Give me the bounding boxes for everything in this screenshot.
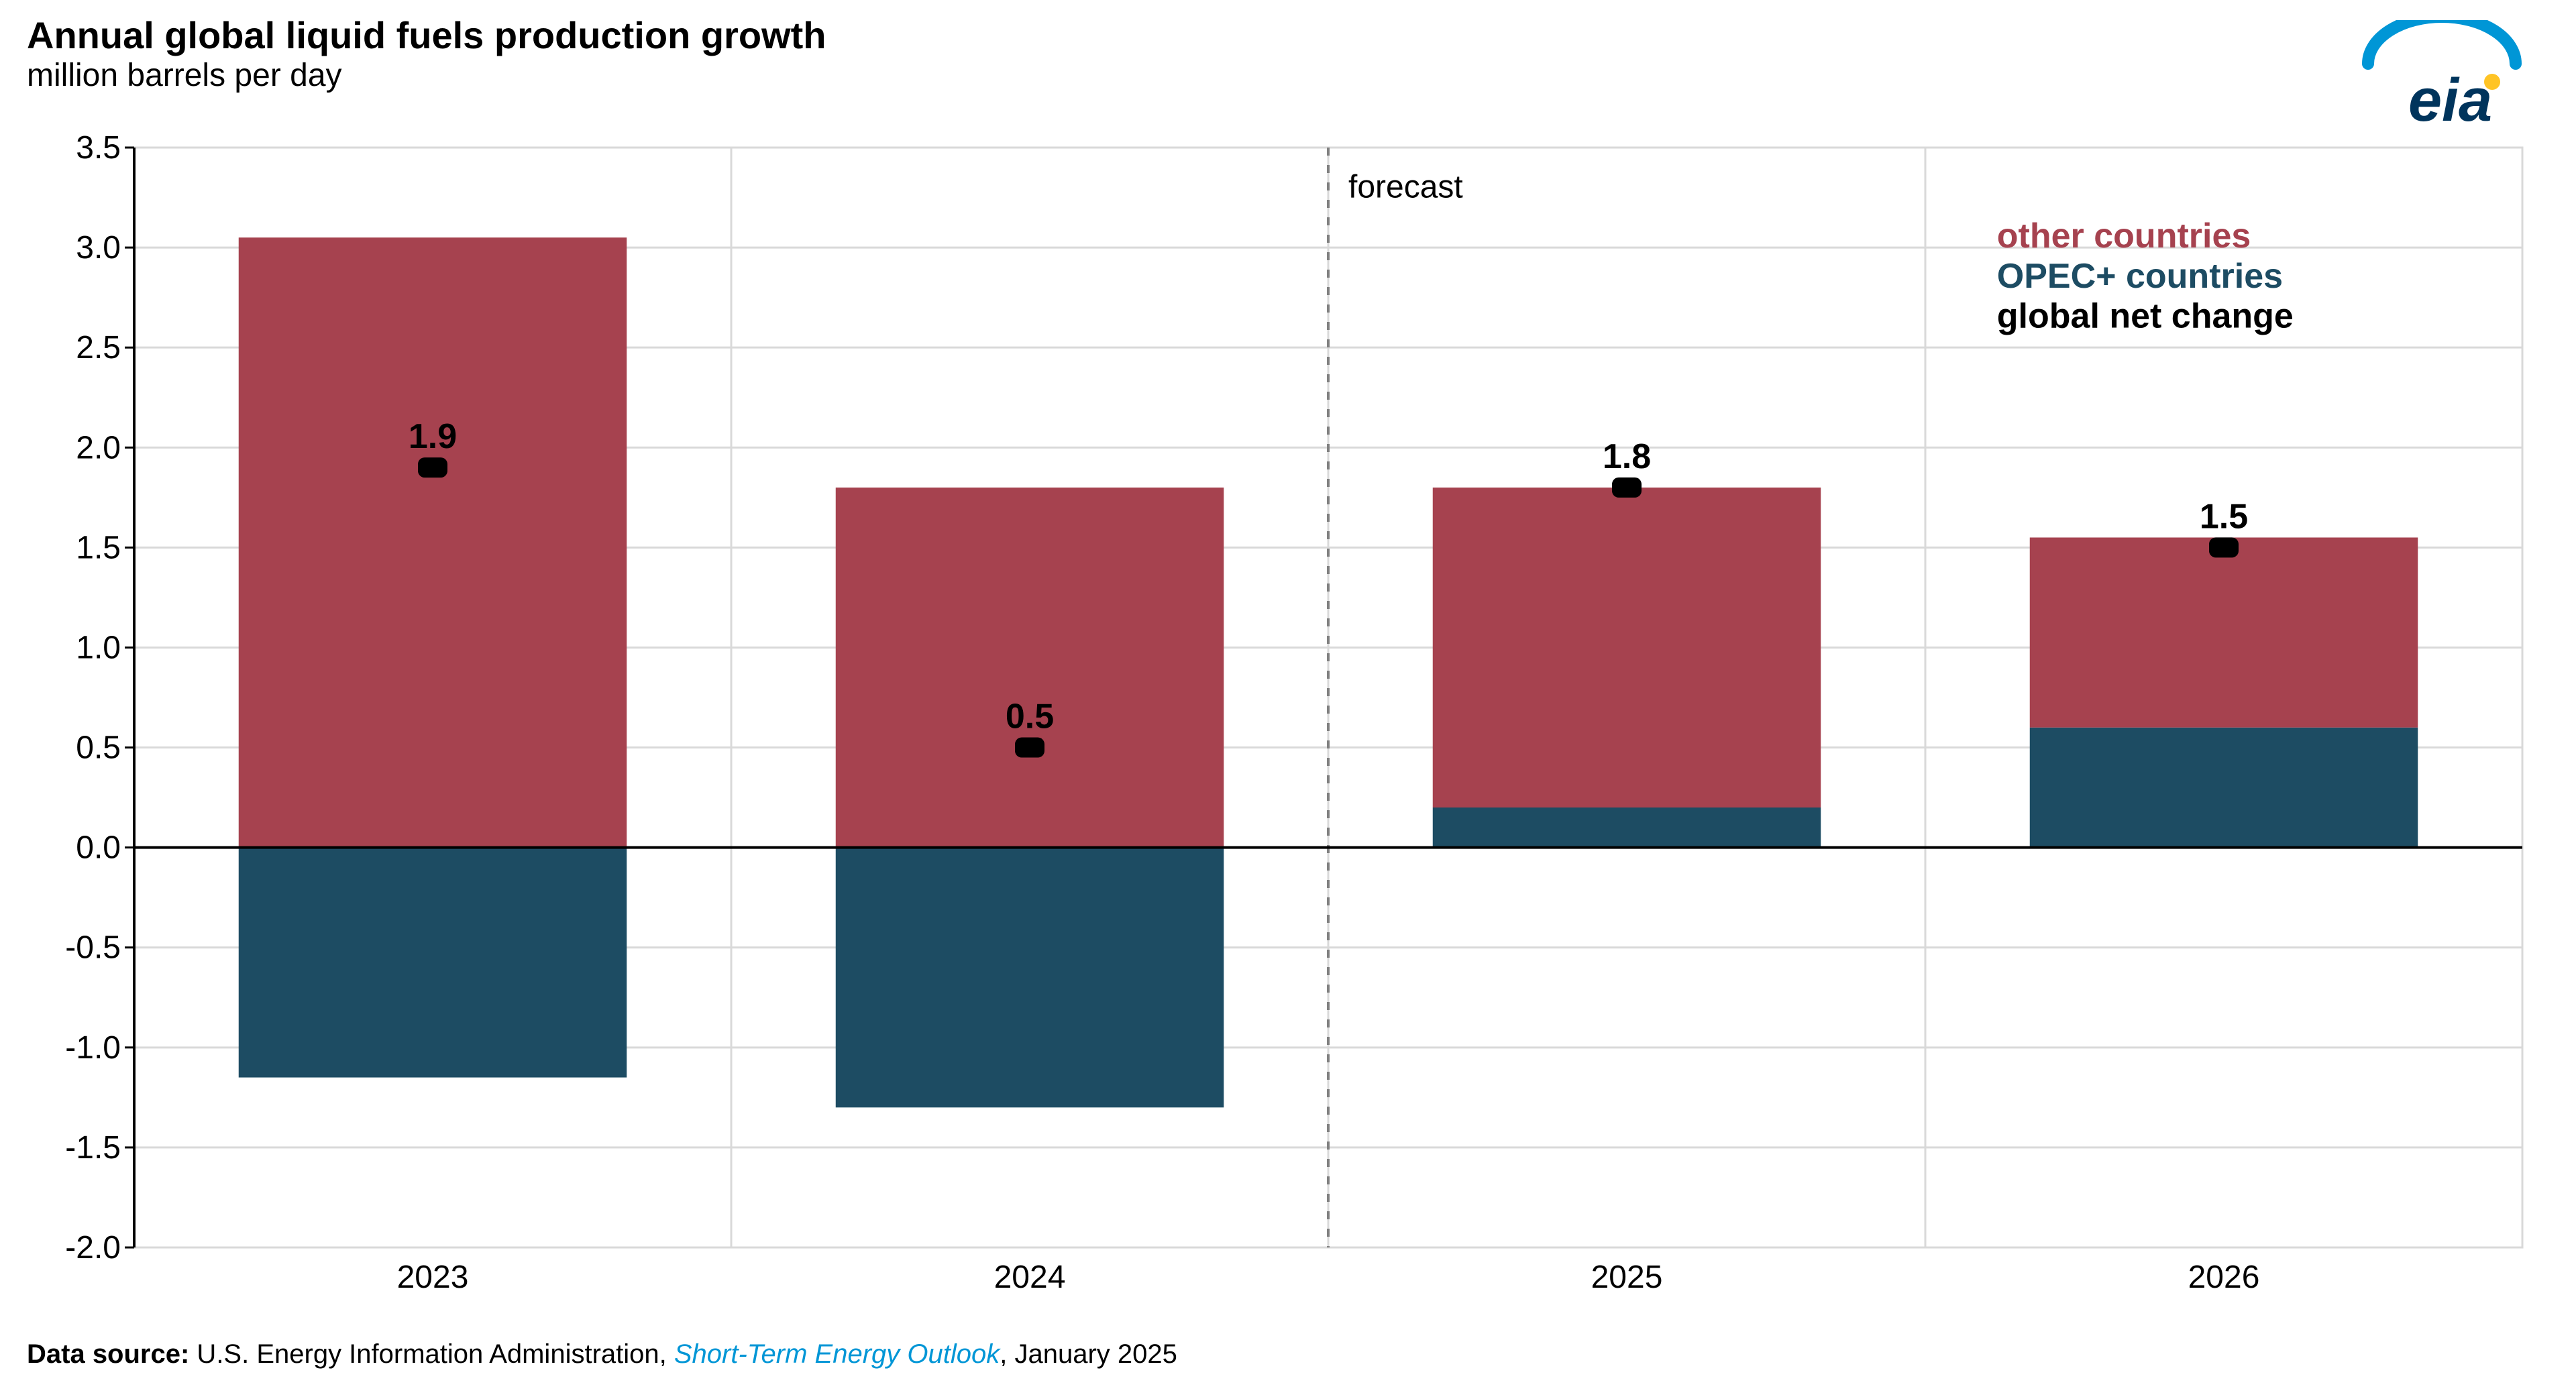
y-tick-label: 0.5	[76, 730, 121, 766]
y-tick-label: 3.0	[76, 230, 121, 266]
bar-chart: forecast 3.5 3.0 2.5 2.0 1.5 1.0 0.5 0.0 -0.5 -1.0…	[0, 0, 2576, 1390]
net-value-label: 1.8	[1603, 437, 1651, 476]
x-tick-label: 2023	[397, 1260, 469, 1295]
y-tick-label: -2.0	[65, 1230, 121, 1266]
footer-label: Data source:	[27, 1339, 189, 1369]
legend-item: other countries	[1997, 217, 2251, 256]
forecast-label: forecast	[1348, 170, 1463, 205]
bar-other	[1433, 488, 1821, 807]
net-value-label: 1.9	[409, 417, 457, 456]
bar-other	[2030, 537, 2418, 727]
x-tick-label: 2026	[2188, 1260, 2260, 1295]
x-tick-label: 2024	[994, 1260, 1066, 1295]
bar-opec	[2030, 728, 2418, 848]
page: Annual global liquid fuels production gr…	[0, 0, 2576, 1390]
legend-item: OPEC+ countries	[1997, 257, 2283, 296]
y-tick-label: 1.0	[76, 630, 121, 665]
net-marker	[1612, 478, 1642, 498]
net-marker	[2209, 537, 2239, 557]
y-tick-label: -1.5	[65, 1130, 121, 1166]
y-tick-label: -1.0	[65, 1030, 121, 1066]
bar-opec	[836, 848, 1224, 1108]
footer-link[interactable]: Short-Term Energy Outlook	[674, 1339, 1000, 1369]
net-value-label: 1.5	[2200, 497, 2248, 536]
net-marker	[418, 457, 447, 478]
data-source-footer: Data source: U.S. Energy Information Adm…	[27, 1339, 1177, 1370]
footer-text-1: U.S. Energy Information Administration,	[189, 1339, 674, 1369]
y-tick-label: -0.5	[65, 930, 121, 966]
bar-other	[836, 488, 1224, 848]
y-tick-label: 1.5	[76, 530, 121, 565]
bar-other	[239, 237, 627, 847]
net-value-label: 0.5	[1006, 698, 1054, 736]
y-tick-label: 2.0	[76, 430, 121, 465]
y-tick-label: 0.0	[76, 830, 121, 866]
y-tick-label: 2.5	[76, 330, 121, 366]
bar-opec	[239, 848, 627, 1078]
y-tick-label: 3.5	[76, 130, 121, 166]
footer-text-2: , January 2025	[1000, 1339, 1177, 1369]
x-tick-label: 2025	[1591, 1260, 1663, 1295]
net-marker	[1015, 738, 1044, 758]
legend-item: global net change	[1997, 297, 2294, 336]
bar-opec	[1433, 807, 1821, 848]
